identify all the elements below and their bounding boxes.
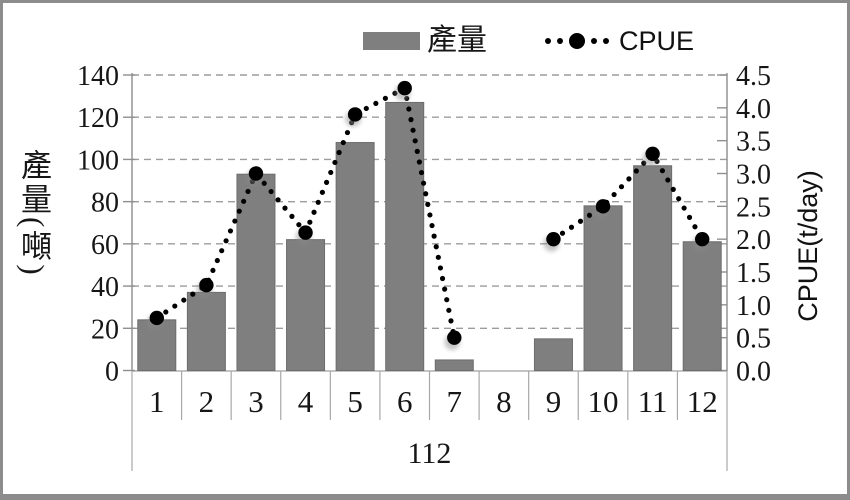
cpue-dotted-line [550,151,705,242]
bar-month-4 [286,239,326,371]
left-axis-tick-label: 40 [91,272,119,303]
month-tick-label: 2 [199,384,215,419]
month-tick-label: 7 [447,384,463,419]
right-axis-tick-label: 4.0 [736,94,771,125]
month-tick-label: 10 [588,384,619,419]
cpue-marker-month-1 [149,310,164,326]
right-axis-tick-label: 4.5 [736,61,771,92]
bar-month-2 [186,291,226,371]
right-axis-tick-label: 2.5 [736,192,771,223]
cpue-marker-month-2 [199,277,214,293]
legend-bar-label: 產量 [427,24,487,57]
cpue-marker-month-12 [695,231,710,247]
cpue-line-group [146,80,710,350]
cpue-marker-month-11 [645,146,660,161]
bar-month-9 [533,338,573,372]
month-tick-label: 9 [546,384,562,419]
year-group-label: 112 [408,437,452,470]
bar-month-12 [682,241,722,371]
left-axis-tick-label: 140 [77,61,119,92]
left-axis-tick-label: 20 [91,314,119,345]
month-tick-label: 12 [687,384,718,419]
bar-month-7 [434,359,474,372]
legend-line-label: CPUE [619,26,695,56]
left-axis-tick-label: 0 [105,357,119,388]
cpue-marker-month-5 [347,107,363,122]
left-axis-tick-label: 120 [77,103,119,134]
month-tick-label: 6 [397,384,413,419]
month-tick-label: 11 [638,384,668,419]
month-tick-label: 5 [347,384,363,419]
bar-month-5 [335,142,375,371]
bar-month-10 [583,205,623,371]
small-dot-icon [545,38,551,44]
left-axis-tick-label: 60 [91,230,119,261]
bar-month-6 [385,101,425,371]
big-dot-marker-icon [569,33,585,49]
left-axis-title: 產量(噸) [16,149,51,278]
cpue-marker-month-4 [298,225,313,240]
right-axis-tick-label: 0.5 [736,324,771,355]
left-axis-tick-label: 80 [91,188,119,219]
right-axis-tick-label: 1.0 [736,291,771,322]
month-tick-label: 3 [248,384,264,419]
left-axis-tick-label: 100 [77,145,119,176]
right-axis-tick-label: 3.5 [736,127,771,158]
chart-legend: 產量 CPUE [363,25,694,57]
right-axis-tick-label: 0.0 [736,357,771,388]
cpue-marker-month-9 [546,231,561,247]
cpue-marker-month-6 [397,80,412,96]
production-bars-group [137,101,722,372]
cpue-marker-month-10 [595,199,611,214]
month-tick-label: 4 [298,384,314,419]
cpue-marker-month-7 [447,330,462,345]
month-tick-label: 8 [496,384,512,419]
right-axis-title: CPUE(t/day) [793,170,823,322]
right-axis-tick-label: 1.5 [736,258,771,289]
chart-plot-area: 1401201008060402004.54.03.53.02.52.01.51… [77,61,771,471]
right-axis-tick-label: 3.0 [736,160,771,191]
small-dot-icon [557,38,563,44]
gridlines-group [132,74,727,329]
bar-month-11 [633,165,673,371]
cpue-marker-month-3 [248,166,264,181]
axis-labels-group: 1401201008060402004.54.03.53.02.52.01.51… [77,61,771,470]
small-dot-icon [603,38,609,44]
month-tick-label: 1 [149,384,165,419]
right-axis-tick-label: 2.0 [736,225,771,256]
legend-dotted-line-icon [545,33,609,49]
small-dot-icon [591,38,597,44]
legend-bar-swatch [363,32,420,50]
